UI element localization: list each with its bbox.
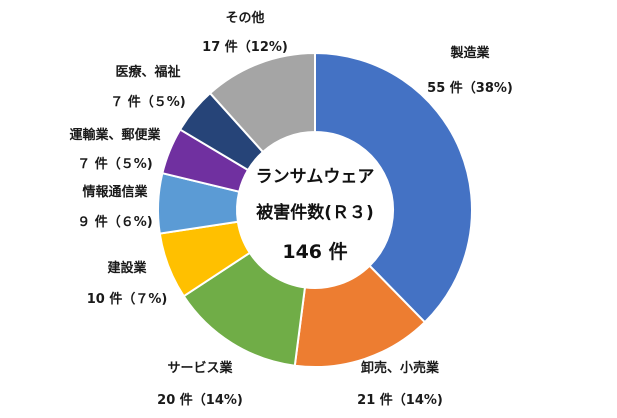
slice-0 xyxy=(314,51,473,324)
slice-name-label-6: 医療、福祉 xyxy=(115,64,180,80)
center-total: 146 件 xyxy=(282,240,347,263)
slice-value-label-2: 20 件（14%) xyxy=(157,392,243,408)
slice-name-label-0: 製造業 xyxy=(449,45,490,61)
slice-7 xyxy=(208,51,316,154)
slice-value-label-3: 10 件（７%) xyxy=(87,291,168,307)
slice-value-label-6: ７ 件（５%) xyxy=(110,94,186,110)
slice-name-label-1: 卸売、小売業 xyxy=(361,360,440,376)
slice-value-label-7: 17 件（12%) xyxy=(202,39,288,55)
slice-value-label-4: ９ 件（６%) xyxy=(77,214,153,230)
slice-name-label-5: 運輸業、郵便業 xyxy=(69,127,161,143)
slice-name-label-2: サービス業 xyxy=(167,360,233,376)
center-title-line1: ランサムウェア xyxy=(256,167,375,187)
slice-name-label-4: 情報通信業 xyxy=(82,184,148,200)
slice-value-label-1: 21 件（14%) xyxy=(357,392,443,408)
center-title-line2: 被害件数(Ｒ３) xyxy=(256,202,374,223)
slice-name-label-3: 建設業 xyxy=(107,260,147,276)
slice-value-label-5: ７ 件（５%) xyxy=(77,156,153,172)
slice-labels: 製造業 55 件（38%) 卸売、小売業 21 件（14%) サービス業 20 件（14%… xyxy=(69,10,512,408)
donut-slices xyxy=(157,51,473,368)
slice-value-label-0: 55 件（38%) xyxy=(427,80,513,96)
slice-name-label-7: その他 xyxy=(225,10,264,26)
